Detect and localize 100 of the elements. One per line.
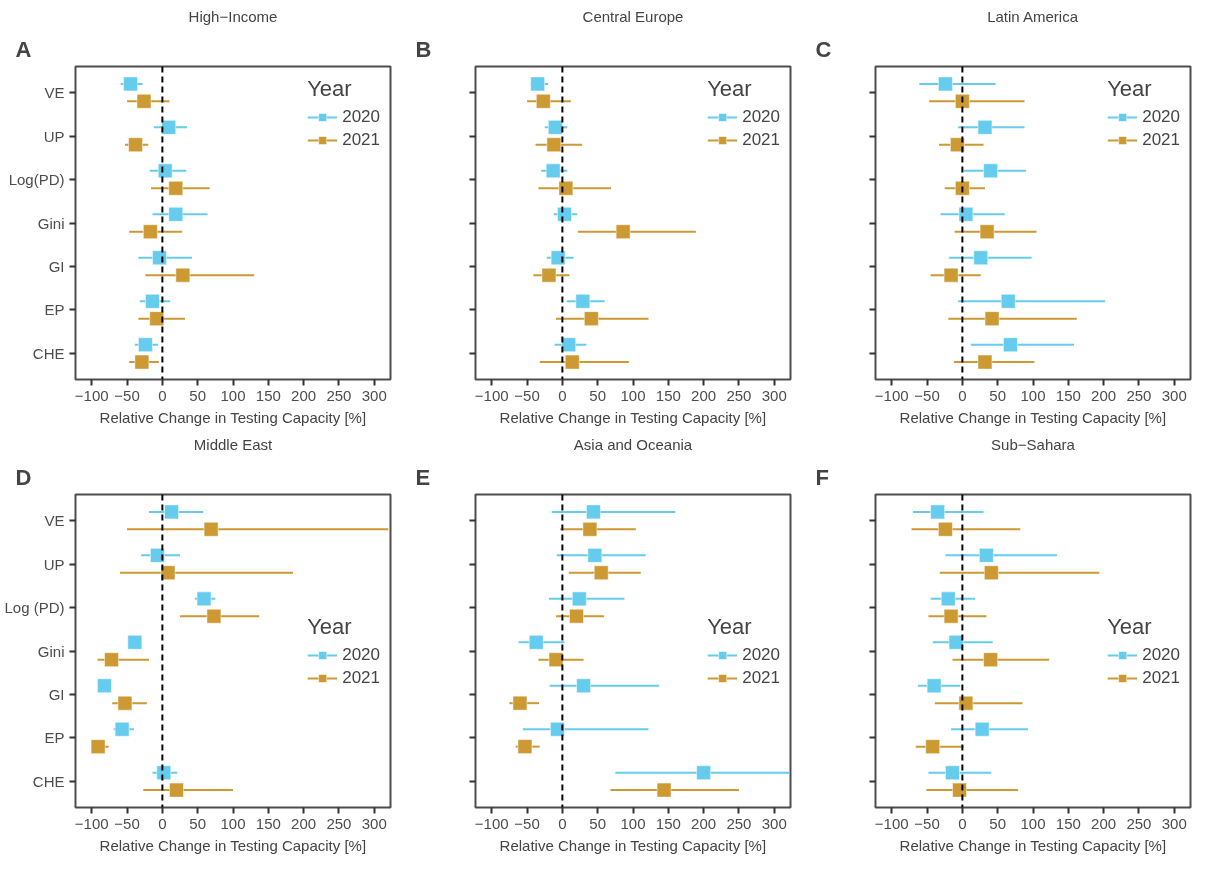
y-tick-label: VE [44,512,65,530]
x-tick-label: 200 [691,386,717,404]
chart-title: High−Income [188,7,278,25]
x-tick-label: 200 [291,814,317,832]
x-tick-label: 0 [558,386,567,404]
x-tick-label: −50 [114,814,140,832]
x-tick-label: 50 [589,386,607,404]
x-tick-label: 50 [589,814,607,832]
chart-title: Latin America [987,7,1079,25]
x-tick-label: 300 [1161,386,1187,404]
x-tick-label: −100 [74,814,109,832]
x-tick-label: −50 [514,386,540,404]
x-tick-label: −50 [114,386,140,404]
legend-label: 2020 [742,107,780,127]
x-tick-label: 100 [220,386,246,404]
chart-title: Middle East [193,435,274,453]
x-tick-label: 0 [958,386,967,404]
y-tick-label: GI [48,685,65,703]
y-tick-label: EP [44,729,65,747]
x-tick-label: 100 [620,386,646,404]
x-tick-label: −100 [74,386,109,404]
y-tick-label: Log(PD) [8,171,65,189]
chart-title: Asia and Oceania [573,435,693,453]
x-tick-label: 0 [558,814,567,832]
text: A [15,36,32,62]
x-tick-label: 0 [158,386,167,404]
x-tick-label: −100 [474,814,509,832]
x-tick-label: 300 [361,814,387,832]
x-axis-title: Relative Change in Testing Capacity [%] [499,408,767,426]
x-tick-label: −100 [874,814,909,832]
x-axis-title: Relative Change in Testing Capacity [%] [899,408,1167,426]
legend-title: Year [707,613,753,640]
legend-label: 2020 [1142,107,1180,127]
legend-label: 2021 [1142,130,1180,150]
chart-title: Central Europe [582,7,684,25]
text: D [15,464,32,490]
x-tick-label: 300 [1161,814,1187,832]
x-tick-label: 150 [255,386,281,404]
x-tick-label: 250 [326,814,352,832]
y-tick-label: VE [44,84,65,102]
x-tick-label: −50 [914,814,940,832]
y-tick-label: EP [44,301,65,319]
text: F [815,464,829,490]
x-tick-label: 200 [691,814,717,832]
legend-title: Year [307,613,353,640]
legend-label: 2021 [742,667,780,688]
x-tick-label: 50 [189,386,207,404]
x-axis-title: Relative Change in Testing Capacity [%] [899,836,1167,854]
x-tick-label: 100 [220,814,246,832]
x-axis-title: Relative Change in Testing Capacity [%] [499,836,767,854]
legend-title: Year [307,76,353,102]
x-tick-label: 150 [655,386,681,404]
x-tick-label: 200 [1091,814,1117,832]
x-tick-label: 300 [361,386,387,404]
x-tick-label: 250 [1126,386,1152,404]
x-tick-label: 250 [326,386,352,404]
chart-title: Sub−Sahara [991,435,1076,453]
y-tick-label: UP [43,555,65,573]
x-tick-label: 50 [989,386,1007,404]
text: E [415,464,431,490]
x-tick-label: 150 [655,814,681,832]
y-tick-label: CHE [32,772,65,790]
text: B [415,36,432,62]
legend-label: 2020 [342,644,380,665]
x-axis-title: Relative Change in Testing Capacity [%] [99,836,367,854]
x-tick-label: −50 [514,814,540,832]
legend-label: 2020 [342,107,380,127]
x-tick-label: 0 [958,814,967,832]
legend-title: Year [1107,613,1153,640]
x-tick-label: −100 [474,386,509,404]
legend-label: 2020 [742,644,780,665]
x-tick-label: 300 [761,386,787,404]
x-tick-label: 150 [1055,814,1081,832]
x-tick-label: 200 [291,386,317,404]
x-tick-label: 250 [1126,814,1152,832]
x-tick-label: 0 [158,814,167,832]
y-tick-label: Log (PD) [4,599,65,617]
y-tick-label: GI [48,257,65,275]
text: C [815,36,832,62]
legend-label: 2021 [342,130,380,150]
x-axis-title: Relative Change in Testing Capacity [%] [99,408,367,426]
legend-title: Year [1107,76,1153,102]
x-tick-label: 300 [761,814,787,832]
x-tick-label: 150 [1055,386,1081,404]
x-tick-label: 250 [726,814,752,832]
legend-label: 2021 [1142,667,1180,688]
x-tick-label: 200 [1091,386,1117,404]
y-tick-label: Gini [37,214,65,232]
x-tick-label: −100 [874,386,909,404]
legend-label: 2020 [1142,644,1180,665]
legend-label: 2021 [342,667,380,688]
x-tick-label: 50 [189,814,207,832]
y-tick-label: UP [43,127,65,145]
y-tick-label: CHE [32,344,65,362]
x-tick-label: 100 [1020,814,1046,832]
y-tick-label: Gini [37,642,65,660]
legend-label: 2021 [742,130,780,150]
x-tick-label: 150 [255,814,281,832]
x-tick-label: 100 [1020,386,1046,404]
legend-title: Year [707,76,753,102]
